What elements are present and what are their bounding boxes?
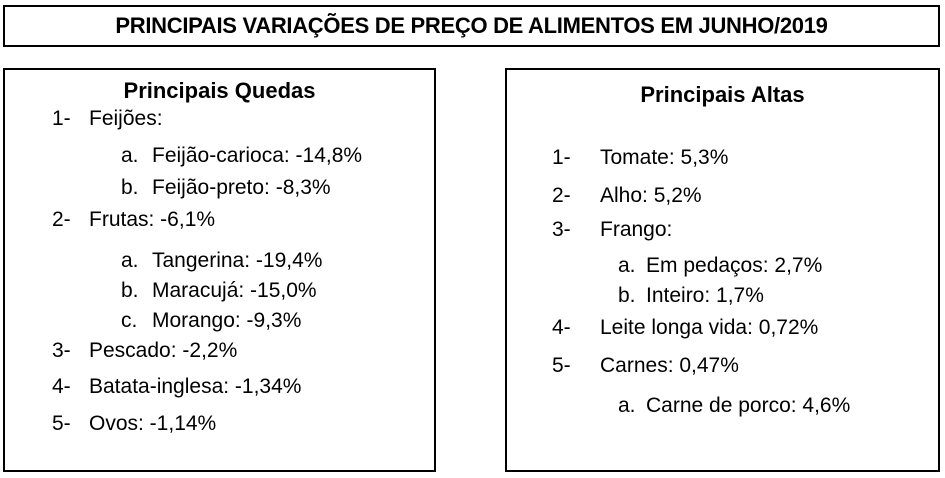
list-item: a. Carne de porco: 4,6% — [507, 391, 938, 421]
item-text: Feijão-preto: -8,3% — [152, 176, 331, 199]
item-text: Tangerina: -19,4% — [152, 249, 323, 272]
panel-principais-quedas: Principais Quedas 1- Feijões: a. Feijão-ca… — [3, 68, 436, 472]
list-item: 5- Carnes: 0,47% — [507, 351, 938, 381]
panel-principais-altas: Principais Altas 1- Tomate: 5,3% 2- Alho: … — [505, 68, 940, 472]
item-text: Morango: -9,3% — [152, 309, 302, 332]
list-item: c. Morango: -9,3% — [5, 306, 434, 336]
item-text: Feijão-carioca: -14,8% — [152, 144, 363, 167]
list-item: a. Feijão-carioca: -14,8% — [5, 141, 434, 171]
item-marker: a. — [618, 254, 636, 277]
panel-heading-altas: Principais Altas — [640, 82, 805, 107]
item-text: Tomate: 5,3% — [600, 146, 729, 169]
list-item: 2- Frutas: -6,1% — [5, 205, 434, 235]
item-marker: a. — [121, 144, 139, 167]
list-item: 4- Leite longa vida: 0,72% — [507, 313, 938, 343]
item-marker: 2- — [552, 184, 571, 207]
item-marker: a. — [618, 394, 636, 417]
list-item: 3- Frango: — [507, 215, 938, 245]
item-marker: 5- — [552, 354, 571, 377]
item-text: Carnes: 0,47% — [600, 354, 739, 377]
item-marker: 4- — [52, 375, 71, 398]
list-item: 5- Ovos: -1,14% — [5, 409, 434, 439]
list-item: a. Em pedaços: 2,7% — [507, 251, 938, 281]
item-text: Feijões: — [89, 107, 163, 130]
item-marker: 4- — [552, 316, 571, 339]
item-marker: c. — [121, 309, 138, 332]
list-item: 1- Tomate: 5,3% — [507, 143, 938, 173]
title-box: PRINCIPAIS VARIAÇÕES DE PREÇO DE ALIMENT… — [3, 5, 940, 47]
list-item: 1- Feijões: — [5, 104, 434, 134]
item-marker: 3- — [52, 339, 71, 362]
item-marker: b. — [618, 284, 636, 307]
item-text: Pescado: -2,2% — [89, 339, 238, 362]
item-text: Frango: — [600, 218, 673, 241]
item-marker: b. — [121, 279, 139, 302]
item-text: Alho: 5,2% — [600, 184, 702, 207]
page-title: PRINCIPAIS VARIAÇÕES DE PREÇO DE ALIMENT… — [115, 13, 828, 38]
panel-heading-quedas: Principais Quedas — [123, 78, 316, 103]
item-marker: 1- — [52, 107, 71, 130]
list-item: b. Maracujá: -15,0% — [5, 276, 434, 306]
item-text: Ovos: -1,14% — [89, 412, 217, 435]
item-text: Maracujá: -15,0% — [152, 279, 317, 302]
item-text: Carne de porco: 4,6% — [646, 394, 851, 417]
list-item: 3- Pescado: -2,2% — [5, 336, 434, 366]
item-text: Em pedaços: 2,7% — [646, 254, 823, 277]
list-item: 2- Alho: 5,2% — [507, 181, 938, 211]
list-item: b. Inteiro: 1,7% — [507, 281, 938, 311]
item-marker: 1- — [552, 146, 571, 169]
item-text: Leite longa vida: 0,72% — [600, 316, 819, 339]
list-item: a. Tangerina: -19,4% — [5, 246, 434, 276]
item-text: Batata-inglesa: -1,34% — [89, 375, 302, 398]
item-marker: b. — [121, 176, 139, 199]
list-item: 4- Batata-inglesa: -1,34% — [5, 372, 434, 402]
item-marker: a. — [121, 249, 139, 272]
item-marker: 3- — [552, 218, 571, 241]
item-text: Inteiro: 1,7% — [646, 284, 764, 307]
item-marker: 2- — [52, 208, 71, 231]
item-text: Frutas: -6,1% — [89, 208, 216, 231]
item-marker: 5- — [52, 412, 71, 435]
list-item: b. Feijão-preto: -8,3% — [5, 173, 434, 203]
